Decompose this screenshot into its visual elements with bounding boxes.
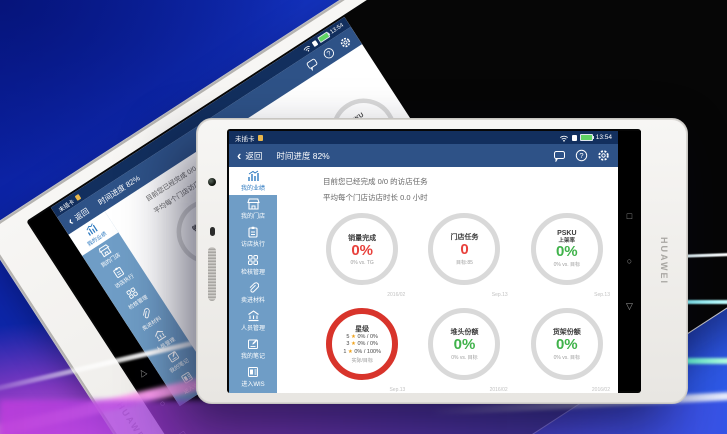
notes-icon (248, 339, 258, 349)
camera-icon (208, 178, 216, 186)
sidebar-item-audit[interactable]: 检核管理 (110, 275, 160, 320)
sim-icon (74, 193, 81, 201)
sidebar-item-label: 我的门店 (240, 214, 265, 220)
status-bar: 未插卡 13:54 (229, 131, 618, 144)
sidebar-item-label: 进入WIS (241, 382, 265, 388)
speaker-grille (208, 247, 216, 301)
metric-store-tasks[interactable]: 门店任务 0 目标:85 Sep.13 (413, 212, 515, 300)
app-screen: 未插卡 13:54 ‹ 返回 时间进度 82% (229, 131, 618, 393)
sidebar: 我的业绩 我的门店 访店执行 检核管理 (229, 167, 277, 393)
back-button[interactable]: 返回 (72, 205, 91, 222)
metric-psku[interactable]: PSKU 上架率 0% 0% vs. 目标 Sep.13 (516, 212, 618, 300)
clipboard-icon (113, 266, 125, 278)
gear-icon[interactable] (597, 149, 610, 162)
time-progress-label: 时间进度 82% (276, 150, 330, 161)
grid-icon (248, 255, 258, 265)
front-tablet: 未插卡 13:54 ‹ 返回 时间进度 82% (196, 118, 688, 404)
store-icon (246, 198, 260, 210)
back-icon[interactable]: ▽ (626, 300, 633, 311)
sidebar-item-label: 访店执行 (240, 242, 265, 248)
sidebar-item-people[interactable]: 人员管理 (229, 307, 277, 335)
sidebar-item-performance[interactable]: 我的业绩 (229, 167, 277, 195)
sidebar-item-label: 人员管理 (240, 326, 265, 332)
metric-star-rating[interactable]: 星级 5 ★ 0% / 0% 3 ★ 0% / 0% 1 ★ 0% / 100%… (311, 307, 413, 393)
chart-icon (247, 170, 259, 181)
star-footer: 实际/目标 (351, 358, 373, 365)
back-chevron-icon[interactable]: ‹ (237, 147, 242, 163)
wifi-icon (559, 135, 568, 142)
star-icon: ★ (347, 348, 353, 355)
people-icon (247, 310, 259, 322)
help-icon[interactable]: ? (321, 45, 337, 61)
metric-sales-completion[interactable]: 销量完成 0% 0% vs. TG 2016/02 (311, 212, 413, 300)
sim-status: 未插卡 (235, 135, 255, 143)
metric-endcap-share[interactable]: 堆头份额 0% 0% vs. 目标 2016/02 (413, 307, 515, 393)
sidebar-item-performance[interactable]: 我的业绩 (68, 211, 119, 256)
metric-date: 2016/02 (591, 387, 610, 393)
sidebar-item-stores[interactable]: 我的门店 (229, 195, 277, 223)
huawei-logo: HUAWEI (659, 237, 669, 285)
svg-text:?: ? (579, 151, 583, 160)
metric-date: Sep.13 (389, 387, 406, 393)
sd-card-icon (311, 39, 318, 47)
sidebar-item-label: 我的笔记 (240, 354, 265, 360)
sidebar-item-visits[interactable]: 访店执行 (96, 254, 146, 299)
star-icon: ★ (350, 341, 356, 348)
star-icon: ★ (350, 333, 356, 340)
sidebar-item-audit[interactable]: 检核管理 (229, 251, 277, 279)
status-bar: 未插卡 13:54 (50, 16, 351, 218)
front-tablet-screen: 未插卡 13:54 ‹ 返回 时间进度 82% (227, 129, 641, 393)
back-icon[interactable]: △ (136, 365, 148, 379)
greeting-line2: 平均每个门店访店时长 0.0 小时 (323, 192, 428, 202)
sidebar-item-stores[interactable]: 我的门店 (82, 232, 132, 277)
paperclip-icon (249, 282, 259, 293)
metric-date: 2016/02 (489, 387, 508, 393)
sidebar-item-label: 检核管理 (240, 270, 265, 276)
title-bar: ‹ 返回 时间进度 82% ? (229, 144, 618, 167)
home-icon[interactable]: ○ (626, 255, 633, 266)
recents-icon[interactable]: □ (626, 210, 633, 221)
front-tablet-left-bezel (197, 129, 227, 393)
document-icon (248, 367, 258, 377)
greeting-line1: 目前您已经完成 0/0 的访店任务 (323, 177, 428, 186)
wifi-icon (303, 45, 310, 52)
help-icon[interactable]: ? (575, 149, 588, 162)
sd-card-icon (571, 134, 577, 141)
sidebar-item-label: 卖进材料 (240, 298, 265, 304)
star-row-1: 1 ★ 0% / 100% (343, 348, 381, 355)
chart-icon (86, 223, 98, 237)
front-tablet-right-bezel: HUAWEI (641, 129, 687, 393)
dashboard: 目前您已经完成 0/0 的访店任务 平均每个门店访店时长 0.0 小时 销量完成… (277, 167, 618, 393)
chat-icon[interactable] (553, 150, 566, 162)
sidebar-item-notes[interactable]: 我的笔记 (229, 335, 277, 363)
android-navbar: □ ○ ▽ (618, 131, 641, 391)
svg-text:?: ? (326, 50, 333, 58)
greeting: 目前您已经完成 0/0 的访店任务 平均每个门店访店时长 0.0 小时 (277, 167, 618, 205)
gear-icon[interactable] (337, 34, 353, 50)
light-sensor (210, 227, 215, 236)
star-row-3: 3 ★ 0% / 0% (346, 341, 378, 348)
metric-date: 2016/02 (387, 292, 406, 298)
sim-icon (257, 134, 263, 141)
clock: 13:54 (595, 134, 612, 141)
back-chevron-icon[interactable]: ‹ (64, 213, 76, 228)
recents-icon[interactable]: □ (177, 428, 188, 434)
metric-shelf-share[interactable]: 货架份额 0% 0% vs. 目标 2016/02 (516, 307, 618, 393)
huawei-logo: HUAWEI (114, 400, 150, 434)
sidebar-item-label: 我的业绩 (240, 186, 265, 192)
sidebar-item-visits[interactable]: 访店执行 (229, 223, 277, 251)
metric-date: Sep.13 (594, 292, 610, 298)
clipboard-icon (248, 226, 258, 238)
store-icon (98, 244, 112, 258)
metric-date: Sep.13 (491, 292, 508, 298)
sidebar-item-materials[interactable]: 卖进材料 (229, 279, 277, 307)
grid-icon (126, 287, 138, 299)
chat-icon[interactable] (304, 56, 320, 72)
back-button[interactable]: 返回 (245, 150, 263, 161)
home-icon[interactable]: ○ (157, 397, 168, 409)
sidebar-item-wis[interactable]: 进入WIS (229, 363, 277, 391)
title-bar: ‹ 返回 时间进度 82% ? (57, 26, 363, 235)
battery-icon (579, 134, 594, 141)
